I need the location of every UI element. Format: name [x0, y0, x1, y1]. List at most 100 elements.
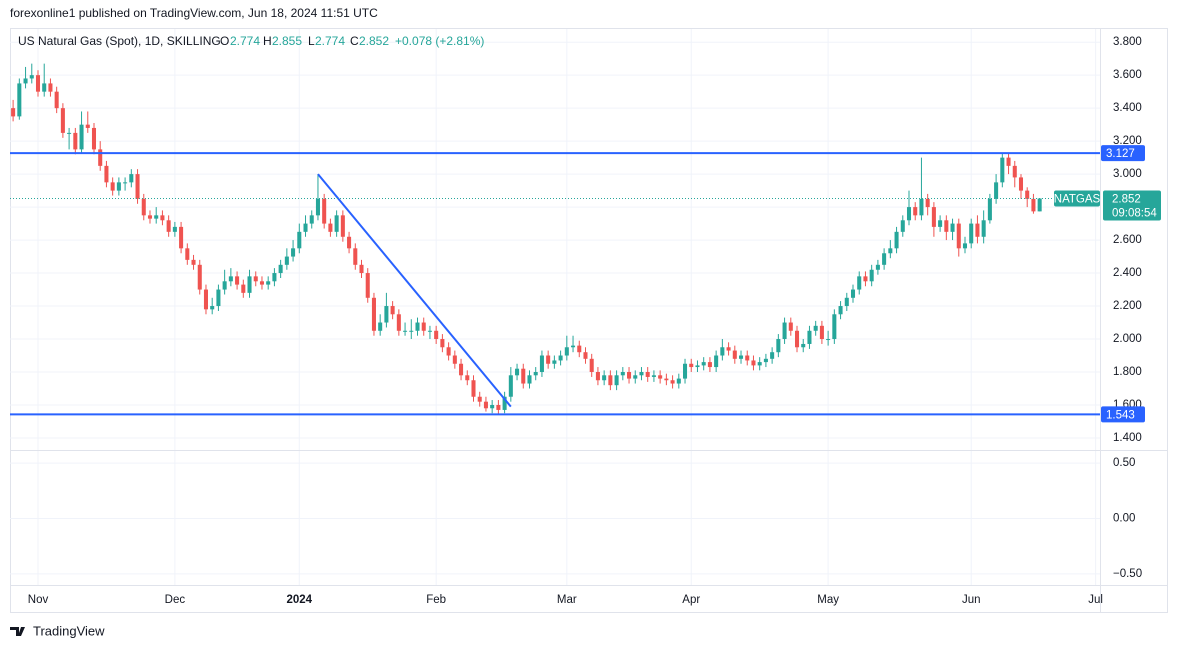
candle-body	[11, 108, 16, 117]
candle-body	[471, 380, 476, 397]
candle-body	[91, 127, 97, 150]
candle-body	[763, 358, 768, 363]
brand-name: TradingView	[33, 623, 105, 638]
y-tick-label: 3.800	[1113, 36, 1142, 48]
candle-body	[894, 231, 899, 249]
candle-body	[85, 124, 90, 128]
candle-body	[191, 259, 196, 265]
candle-body	[900, 220, 905, 232]
symbol-tag-bg	[1054, 190, 1100, 207]
candle-body	[707, 362, 712, 368]
candle-body	[446, 347, 451, 356]
x-tick-label: Apr	[682, 594, 700, 606]
x-tick-label: Jun	[962, 594, 981, 606]
candle-body	[726, 347, 731, 351]
candle-body	[23, 78, 28, 84]
candle-body	[353, 248, 358, 265]
candle-body	[415, 322, 420, 331]
candle-body	[197, 264, 202, 290]
candle-body	[906, 207, 912, 221]
candle-body	[639, 372, 644, 376]
candle-body	[1018, 177, 1024, 191]
candle-body	[695, 365, 700, 368]
candle-body	[390, 306, 395, 315]
bar-countdown: 09:08:54	[1112, 208, 1157, 220]
candle-body	[738, 355, 744, 359]
high-value: 2.855	[272, 34, 302, 48]
candle-body	[627, 372, 632, 379]
y-tick-label: 3.600	[1113, 69, 1142, 81]
y-tick-label: 2.600	[1113, 234, 1142, 246]
candle-body	[807, 330, 812, 344]
candle-body	[633, 375, 638, 379]
candle-body	[48, 83, 53, 92]
candle-body	[944, 220, 949, 232]
candle-body	[850, 289, 856, 298]
x-tick-label: Dec	[165, 594, 186, 606]
candle-body	[1006, 157, 1011, 166]
candle-body	[284, 256, 289, 265]
candle-body	[141, 198, 146, 216]
candle-body	[1000, 157, 1005, 183]
candle-body	[365, 273, 370, 298]
candle-body	[340, 215, 345, 237]
x-tick-label: 2024	[287, 594, 313, 606]
candle-body	[950, 223, 955, 232]
candle-body	[720, 347, 725, 356]
candle-body	[210, 306, 215, 310]
close-value: 2.852	[359, 34, 389, 48]
candle-body	[35, 75, 41, 92]
candle-body	[558, 355, 563, 361]
candle-body	[440, 339, 445, 348]
open-label: O	[220, 34, 229, 48]
close-label: C	[350, 34, 359, 48]
candle-body	[166, 220, 171, 232]
candle-body	[714, 355, 719, 368]
y-tick-label: 2.200	[1113, 300, 1142, 312]
brand: TradingView	[10, 623, 105, 638]
candle-body	[515, 368, 520, 376]
candle-body	[477, 396, 482, 402]
candle-body	[129, 174, 134, 183]
indicator-tick-label: −0.50	[1113, 568, 1142, 580]
candle-body	[496, 404, 501, 410]
candle-body	[42, 83, 47, 92]
candle-body	[303, 223, 308, 232]
candle-body	[788, 322, 793, 331]
candle-body	[98, 149, 103, 166]
candle-body	[882, 253, 887, 265]
candle-body	[794, 330, 800, 348]
candle-body	[403, 330, 408, 332]
candle-body	[322, 198, 327, 224]
y-tick-label: 2.400	[1113, 267, 1142, 279]
candle-body	[1031, 198, 1036, 212]
symbol-tag: NATGAS	[1054, 194, 1101, 206]
candle-body	[981, 220, 986, 237]
candle-body	[925, 198, 930, 208]
last-price-tag-bg	[1103, 190, 1161, 221]
candle-body	[938, 220, 943, 227]
candle-body	[278, 264, 283, 274]
candle-body	[919, 198, 924, 216]
hline-price-label: 1.543	[1106, 409, 1135, 421]
candle-body	[378, 322, 383, 331]
candle-body	[813, 325, 818, 331]
trend-line	[317, 173, 512, 408]
low-label: L	[308, 34, 315, 48]
candle-body	[384, 306, 389, 323]
candle-body	[732, 350, 737, 359]
candle-body	[228, 276, 233, 282]
candle-body	[583, 352, 588, 359]
candle-body	[826, 339, 831, 341]
candle-body	[185, 248, 190, 260]
candle-body	[962, 243, 968, 249]
candle-body	[427, 330, 432, 332]
candle-body	[676, 378, 681, 384]
candle-body	[975, 223, 980, 237]
y-tick-label: 3.200	[1113, 135, 1142, 147]
candle-body	[875, 264, 880, 270]
candle-body	[546, 355, 551, 364]
plot	[10, 63, 1100, 416]
